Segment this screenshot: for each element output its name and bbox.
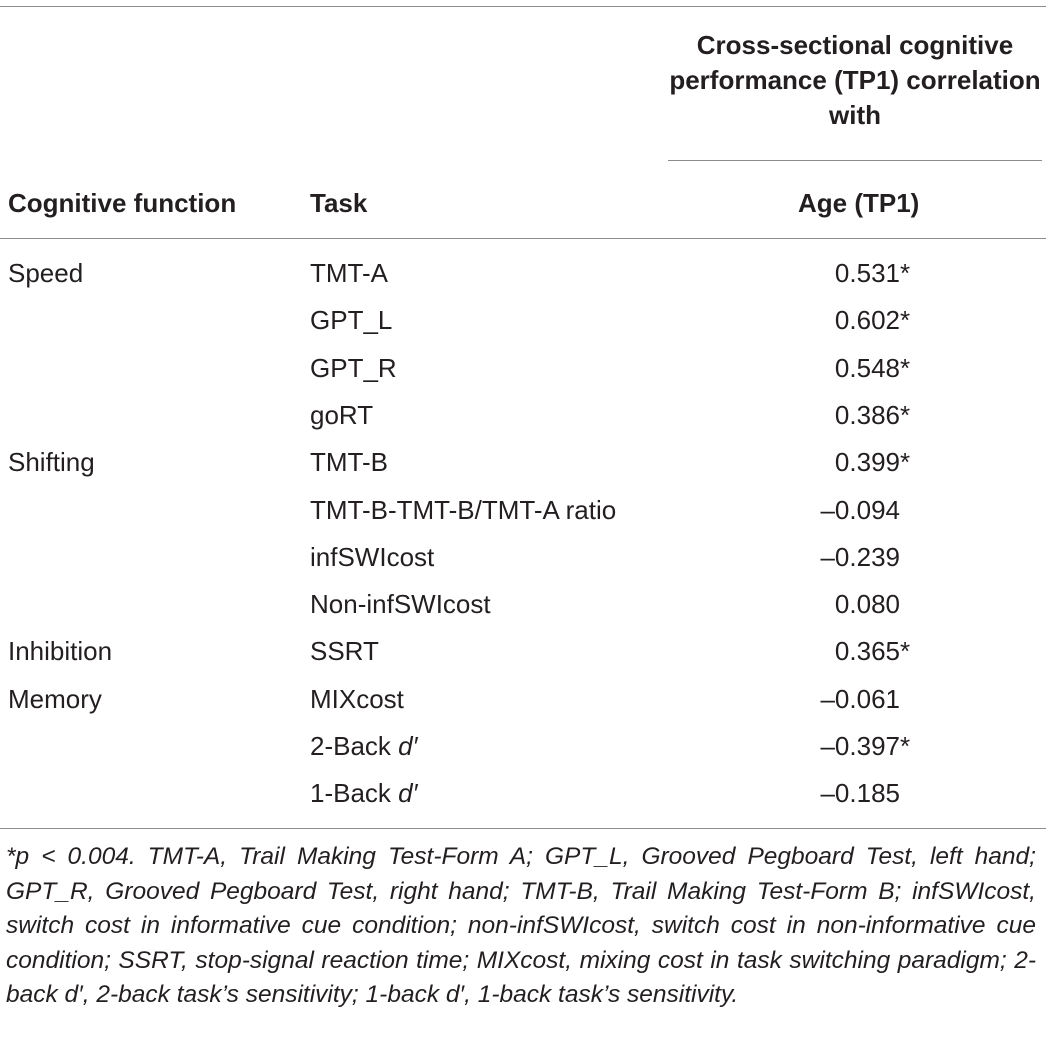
correlation-value: 0.386 [834, 400, 900, 430]
correlation-value: 0.399 [834, 447, 900, 477]
correlation-value: 0.080 [834, 589, 900, 619]
cell-age-correlation: –0.094 [760, 495, 910, 525]
significance-marker: * [900, 447, 911, 477]
cell-task: Non-infSWIcost [310, 589, 491, 619]
correlation-value: 0.365 [834, 636, 900, 666]
column-group-rule [668, 160, 1042, 161]
significance-marker: * [900, 353, 911, 383]
cell-task: 1-Back d′ [310, 778, 418, 808]
cell-age-correlation: –0.185 [760, 778, 910, 808]
cell-age-correlation: 0.531* [760, 258, 910, 288]
significance-marker: * [900, 731, 911, 761]
header-cognitive-function: Cognitive function [8, 188, 237, 218]
cell-age-correlation: –0.239 [760, 542, 910, 572]
significance-marker: * [900, 636, 911, 666]
cell-cognitive-function: Memory [8, 684, 102, 714]
table-bottom-rule [0, 828, 1046, 829]
cell-cognitive-function: Speed [8, 258, 84, 288]
cell-age-correlation: 0.365* [760, 636, 910, 666]
column-group-header: Cross-sectional cognitive performance (T… [669, 30, 1041, 130]
significance-marker: * [900, 400, 911, 430]
significance-marker: * [900, 305, 911, 335]
cell-task: TMT-B [310, 447, 388, 477]
header-bottom-rule [0, 238, 1046, 239]
correlation-value: 0.602 [834, 305, 900, 335]
cell-task: MIXcost [310, 684, 404, 714]
correlation-value: –0.397 [820, 731, 900, 761]
cell-age-correlation: 0.399* [760, 447, 910, 477]
cell-age-correlation: 0.548* [760, 353, 910, 383]
correlation-value: –0.185 [820, 778, 900, 808]
cell-age-correlation: 0.602* [760, 305, 910, 335]
cell-age-correlation: –0.061 [760, 684, 910, 714]
cell-task: infSWIcost [310, 542, 435, 572]
table-footnote: *p < 0.004. TMT-A, Trail Making Test-For… [6, 843, 1036, 1008]
cell-cognitive-function: Inhibition [8, 636, 113, 666]
cell-age-correlation: –0.397* [760, 731, 910, 761]
significance-marker: * [900, 258, 911, 288]
cell-task: TMT-B-TMT-B/TMT-A ratio [310, 495, 617, 525]
correlation-value: –0.239 [820, 542, 900, 572]
cell-task: SSRT [310, 636, 379, 666]
correlation-value: –0.061 [820, 684, 900, 714]
cell-task: goRT [310, 400, 374, 430]
cell-task: GPT_R [310, 353, 397, 383]
cell-task: 2-Back d′ [310, 731, 418, 761]
cell-age-correlation: 0.386* [760, 400, 910, 430]
cell-cognitive-function: Shifting [8, 447, 95, 477]
cell-age-correlation: 0.080 [760, 589, 910, 619]
correlation-value: –0.094 [820, 495, 900, 525]
correlation-value: 0.548 [834, 353, 900, 383]
cell-task: TMT-A [310, 258, 388, 288]
header-age: Age (TP1) [798, 188, 920, 218]
cell-task: GPT_L [310, 305, 393, 335]
table-top-rule [0, 6, 1046, 7]
header-task: Task [310, 188, 368, 218]
correlation-value: 0.531 [834, 258, 900, 288]
